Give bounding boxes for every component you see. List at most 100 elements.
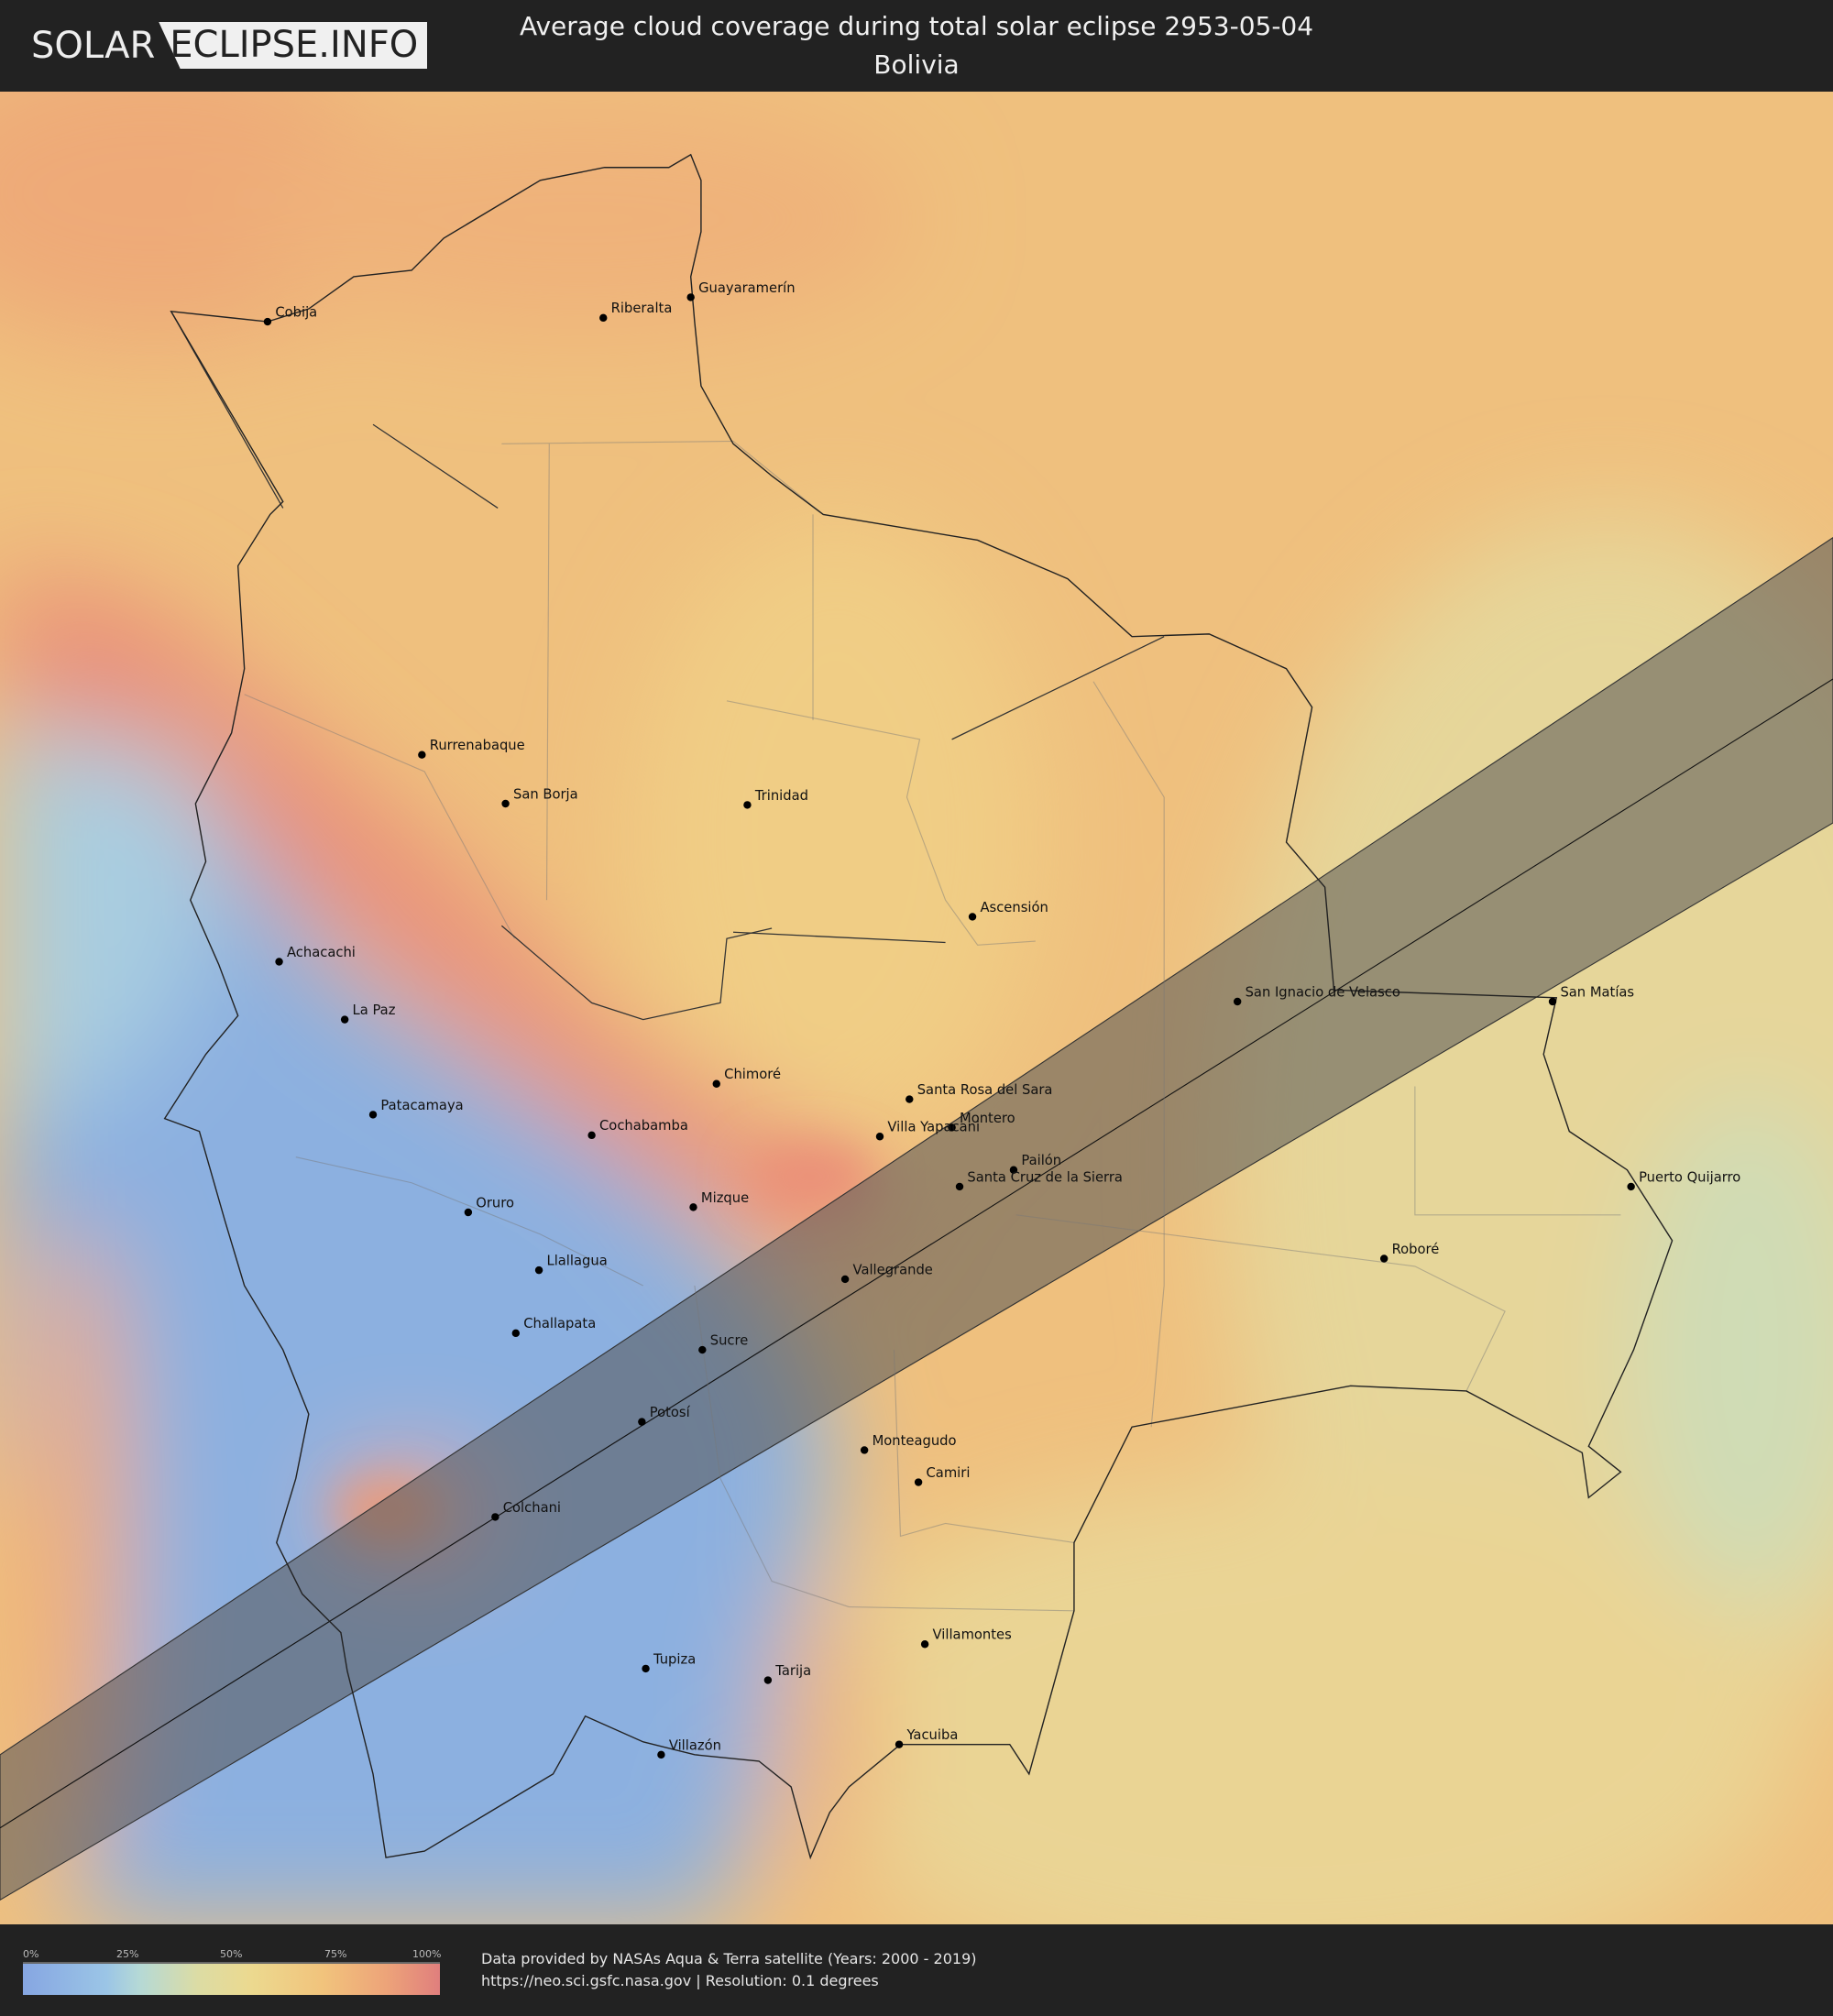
city-dot xyxy=(340,1015,349,1024)
map-title-block: Average cloud coverage during total sola… xyxy=(458,7,1375,84)
cloud-coverage-map[interactable]: Cobija Riberalta Guayaramerín Rurrenabaque S… xyxy=(0,92,1833,1924)
city-label: Potosí xyxy=(650,1405,691,1420)
legend-tick-75: 75% xyxy=(324,1948,347,1960)
city-riberalta[interactable]: Riberalta xyxy=(599,301,673,323)
city-dot xyxy=(599,313,608,323)
data-credit: Data provided by NASAs Aqua & Terra sate… xyxy=(481,1950,977,1967)
legend-color-bar xyxy=(23,1962,440,1995)
eclipse-totality-path xyxy=(0,537,1833,1901)
city-dot xyxy=(638,1418,646,1426)
city-label: Riberalta xyxy=(611,301,673,316)
city-trinidad[interactable]: Trinidad xyxy=(743,788,808,809)
city-san-mat-as[interactable]: San Matías xyxy=(1548,984,1634,1006)
legend-tick-50: 50% xyxy=(220,1948,243,1960)
city-san-ignacio-de-velasco[interactable]: San Ignacio de Velasco xyxy=(1233,984,1400,1006)
city-dot xyxy=(1009,1166,1018,1174)
city-patacamaya[interactable]: Patacamaya xyxy=(368,1098,464,1119)
city-santa-rosa-del-sara[interactable]: Santa Rosa del Sara xyxy=(906,1082,1052,1103)
city-mizque[interactable]: Mizque xyxy=(689,1190,749,1211)
site-logo[interactable]: SOLAR ECLIPSE.INFO xyxy=(31,22,428,69)
city-dot xyxy=(418,751,426,759)
city-label: La Paz xyxy=(353,1003,396,1018)
city-label: Tupiza xyxy=(653,1651,696,1667)
legend-tick-0: 0% xyxy=(23,1948,39,1960)
city-dot xyxy=(840,1275,850,1284)
city-label: Cochabamba xyxy=(599,1118,688,1134)
city-cobija[interactable]: Cobija xyxy=(263,304,317,326)
city-potos-[interactable]: Potosí xyxy=(638,1405,691,1426)
city-dot xyxy=(1379,1255,1388,1263)
city-cochabamba[interactable]: Cochabamba xyxy=(587,1118,688,1140)
city-dot xyxy=(657,1750,665,1759)
city-guayaramer-n[interactable]: Guayaramerín xyxy=(686,280,796,301)
city-dot xyxy=(501,799,510,808)
department-borders xyxy=(244,440,1621,1612)
city-dot xyxy=(860,1446,869,1454)
city-dot xyxy=(587,1131,596,1140)
city-dot xyxy=(895,1740,904,1748)
city-dot xyxy=(875,1133,884,1141)
city-label: Patacamaya xyxy=(380,1098,463,1113)
city-label: Challapata xyxy=(523,1316,596,1331)
city-robor-[interactable]: Roboré xyxy=(1379,1242,1440,1263)
city-label: Yacuiba xyxy=(906,1727,958,1743)
city-label: Sucre xyxy=(710,1332,749,1348)
city-oruro[interactable]: Oruro xyxy=(464,1195,514,1217)
city-dot xyxy=(642,1664,650,1673)
city-dot xyxy=(275,958,283,966)
city-camiri[interactable]: Camiri xyxy=(914,1465,971,1486)
logo-text-eclipse-info: ECLIPSE.INFO xyxy=(159,22,428,69)
city-achacachi[interactable]: Achacachi xyxy=(275,945,356,966)
city-san-borja[interactable]: San Borja xyxy=(501,786,578,808)
city-rurrenabaque[interactable]: Rurrenabaque xyxy=(418,738,525,759)
city-dot xyxy=(491,1513,499,1521)
page-subtitle: Bolivia xyxy=(873,49,960,80)
city-dot xyxy=(948,1123,956,1132)
city-villa-yapacani[interactable]: Villa Yapacani xyxy=(875,1120,980,1141)
city-colchani[interactable]: Colchani xyxy=(491,1500,561,1521)
city-dot xyxy=(511,1329,521,1338)
city-villaz-n[interactable]: Villazón xyxy=(657,1737,721,1759)
city-dot xyxy=(368,1111,378,1119)
city-label: Roboré xyxy=(1392,1242,1440,1257)
city-tupiza[interactable]: Tupiza xyxy=(642,1651,696,1673)
city-label: Montero xyxy=(960,1111,1015,1126)
eclipse-center-line xyxy=(0,678,1833,1829)
city-sucre[interactable]: Sucre xyxy=(698,1332,749,1354)
city-dot xyxy=(906,1095,914,1103)
header-bar: SOLAR ECLIPSE.INFO Average cloud coverag… xyxy=(0,0,1833,92)
city-label: Villamontes xyxy=(933,1627,1012,1643)
city-chimor-[interactable]: Chimoré xyxy=(712,1067,781,1088)
city-monteagudo[interactable]: Monteagudo xyxy=(860,1433,957,1454)
city-santa-cruz-de-la-sierra[interactable]: Santa Cruz de la Sierra xyxy=(955,1169,1123,1191)
city-dot xyxy=(914,1478,923,1486)
city-pail-n[interactable]: Pailón xyxy=(1009,1153,1061,1174)
city-dot xyxy=(464,1208,473,1217)
city-vallegrande[interactable]: Vallegrande xyxy=(840,1262,933,1284)
city-villamontes[interactable]: Villamontes xyxy=(920,1627,1012,1649)
city-label: Guayaramerín xyxy=(698,280,795,296)
city-label: Mizque xyxy=(701,1190,749,1206)
city-label: Camiri xyxy=(927,1465,971,1481)
city-label: San Borja xyxy=(513,786,578,802)
city-puerto-quijarro[interactable]: Puerto Quijarro xyxy=(1627,1169,1740,1191)
bolivia-outline xyxy=(163,153,1674,1860)
city-llallagua[interactable]: Llallagua xyxy=(534,1254,608,1275)
city-markers: Cobija Riberalta Guayaramerín Rurrenabaque S… xyxy=(263,280,1740,1759)
city-label: San Matías xyxy=(1560,984,1634,1000)
city-label: Ascensión xyxy=(980,900,1048,915)
city-challapata[interactable]: Challapata xyxy=(511,1316,597,1338)
city-la-paz[interactable]: La Paz xyxy=(340,1003,396,1024)
city-montero[interactable]: Montero xyxy=(948,1111,1015,1132)
city-label: Tarija xyxy=(774,1663,811,1679)
logo-text-solar: SOLAR xyxy=(31,24,156,67)
city-label: Oruro xyxy=(476,1195,514,1211)
city-ascensi-n[interactable]: Ascensión xyxy=(968,900,1048,921)
city-label: Villazón xyxy=(669,1737,721,1753)
city-label: Cobija xyxy=(275,304,317,320)
city-yacuiba[interactable]: Yacuiba xyxy=(895,1727,959,1748)
city-dot xyxy=(263,317,272,326)
city-dot xyxy=(534,1265,543,1275)
city-tarija[interactable]: Tarija xyxy=(763,1663,811,1684)
legend-tick-25: 25% xyxy=(116,1948,139,1960)
